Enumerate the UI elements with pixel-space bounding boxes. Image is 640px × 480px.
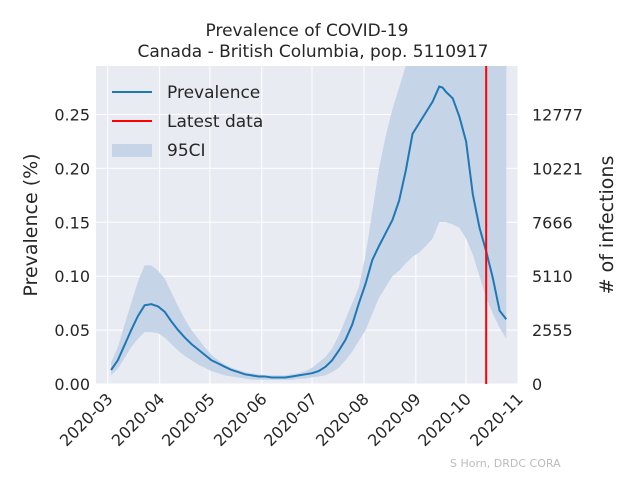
y-tick-label: 0.15: [54, 213, 90, 232]
y2-axis-ticks: 0 2555 5110 7666 10221 12777: [532, 106, 583, 394]
y-tick-label: 0.05: [54, 321, 90, 340]
x-tick-label: 2020-08: [312, 389, 373, 450]
x-tick-label: 2020-07: [260, 389, 321, 450]
x-tick-label: 2020-11: [466, 389, 527, 450]
legend-label-prevalence: Prevalence: [167, 83, 260, 103]
prevalence-line: [110, 85, 508, 379]
x-axis-ticks: 2020-032020-042020-052020-062020-072020-…: [56, 389, 527, 450]
y2-tick-label: 5110: [532, 267, 573, 286]
ci-band: [111, 66, 507, 380]
y2-tick-label: 2555: [532, 321, 573, 340]
y2-axis-title: # of infections: [596, 156, 618, 295]
chart-subtitle: Canada - British Columbia, pop. 5110917: [138, 42, 489, 62]
y-axis-ticks: 0.00 0.05 0.10 0.15 0.20 0.25: [54, 106, 90, 394]
y2-tick-label: 7666: [532, 213, 573, 232]
y-axis-title: Prevalence (%): [20, 153, 42, 296]
x-tick-label: 2020-03: [56, 389, 117, 450]
y2-tick-label: 12777: [532, 106, 583, 125]
legend-label-ci: 95CI: [167, 141, 206, 161]
credit-text: S Horn, DRDC CORA: [450, 457, 561, 470]
y2-tick-label: 0: [532, 375, 542, 394]
x-tick-label: 2020-05: [158, 389, 219, 450]
x-tick-label: 2020-04: [108, 389, 169, 450]
legend-swatch-ci: [112, 144, 152, 157]
x-tick-label: 2020-10: [414, 389, 475, 450]
chart-title: Prevalence of COVID-19: [206, 21, 409, 41]
x-tick-label: 2020-09: [364, 389, 425, 450]
legend: Prevalence Latest data 95CI: [112, 83, 263, 161]
y-tick-label: 0.10: [54, 267, 90, 286]
y-tick-label: 0.25: [54, 106, 90, 125]
y-tick-label: 0.20: [54, 159, 90, 178]
y-tick-label: 0.00: [54, 375, 90, 394]
x-tick-label: 2020-06: [210, 389, 271, 450]
legend-label-latest: Latest data: [167, 112, 263, 132]
y2-tick-label: 10221: [532, 159, 583, 178]
